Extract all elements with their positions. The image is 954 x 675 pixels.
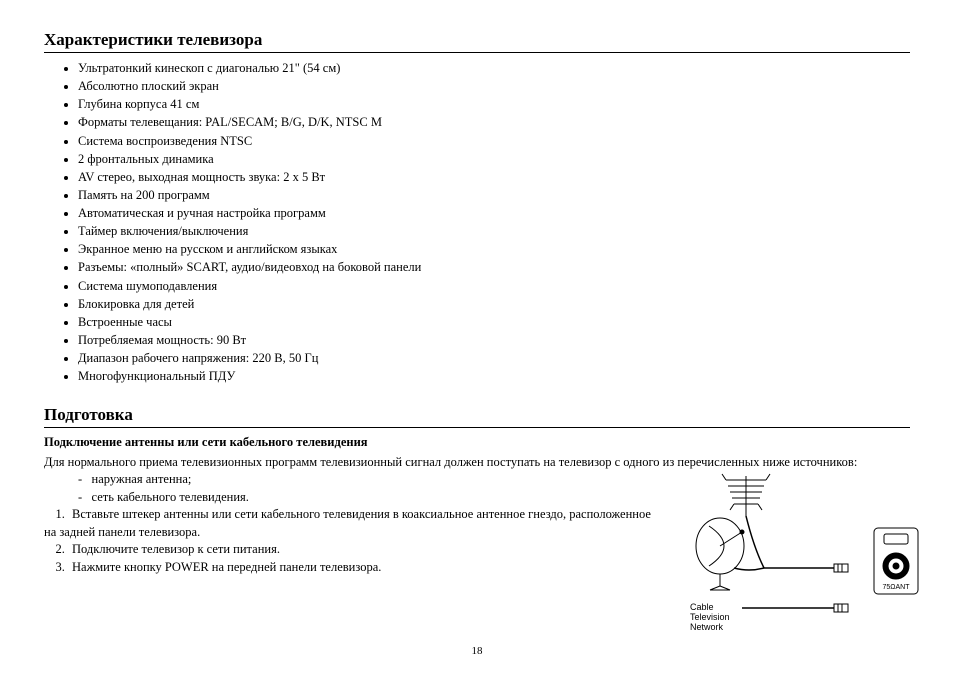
- section-title-setup: Подготовка: [44, 405, 910, 428]
- feature-item: Система воспроизведения NTSC: [78, 132, 910, 150]
- feature-item: Абсолютно плоский экран: [78, 77, 910, 95]
- page-number: 18: [0, 645, 954, 657]
- feature-item: 2 фронтальных динамика: [78, 150, 910, 168]
- figure-label-network: Network: [690, 622, 724, 632]
- feature-item: Глубина корпуса 41 см: [78, 95, 910, 113]
- jack-label: 75ΩANT: [882, 584, 910, 591]
- figure-label-cable: Cable: [690, 602, 714, 612]
- feature-item: Экранное меню на русском и английском яз…: [78, 240, 910, 258]
- feature-item: Многофункциональный ПДУ: [78, 367, 910, 385]
- section-title-features: Характеристики телевизора: [44, 30, 910, 53]
- antenna-diagram: 75ΩANT Cable Television Network: [684, 468, 924, 633]
- feature-item: Потребляемая мощность: 90 Вт: [78, 331, 910, 349]
- feature-item: Автоматическая и ручная настройка програ…: [78, 204, 910, 222]
- feature-item: Ультратонкий кинескоп с диагональю 21" (…: [78, 59, 910, 77]
- feature-item: Таймер включения/выключения: [78, 222, 910, 240]
- features-list: Ультратонкий кинескоп с диагональю 21" (…: [44, 59, 910, 385]
- feature-item: Разъемы: «полный» SCART, аудио/видеовход…: [78, 258, 910, 276]
- feature-item: Форматы телевещания: PAL/SECAM; B/G, D/K…: [78, 113, 910, 131]
- feature-item: Диапазон рабочего напряжения: 220 В, 50 …: [78, 349, 910, 367]
- figure-label-television: Television: [690, 612, 730, 622]
- feature-item: Память на 200 программ: [78, 186, 910, 204]
- feature-item: Встроенные часы: [78, 313, 910, 331]
- feature-item: Блокировка для детей: [78, 295, 910, 313]
- feature-item: AV стерео, выходная мощность звука: 2 x …: [78, 168, 910, 186]
- setup-subheading: Подключение антенны или сети кабельного …: [44, 434, 910, 452]
- feature-item: Система шумоподавления: [78, 277, 910, 295]
